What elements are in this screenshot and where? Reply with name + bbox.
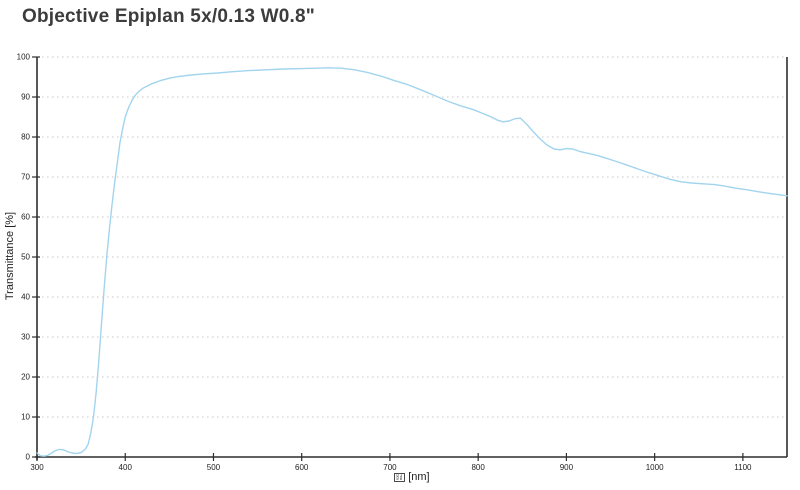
lambda-missing-glyph-icon: 03 BB xyxy=(394,472,406,482)
y-tick-label: 30 xyxy=(21,333,30,342)
x-tick-label: 1000 xyxy=(646,463,664,472)
y-tick-label: 20 xyxy=(21,373,30,382)
tofu-hex-top: 03 xyxy=(396,472,404,478)
y-tick-label: 40 xyxy=(21,293,30,302)
y-tick-label: 70 xyxy=(21,173,30,182)
transmittance-curve xyxy=(36,67,788,457)
y-tick-label: 10 xyxy=(21,413,30,422)
y-tick-label: 0 xyxy=(26,453,31,462)
x-tick-label: 900 xyxy=(560,463,574,472)
x-tick-label: 500 xyxy=(207,463,221,472)
x-tick-label: 1100 xyxy=(734,463,752,472)
y-tick-label: 50 xyxy=(21,253,30,262)
x-tick-label: 700 xyxy=(383,463,397,472)
y-tick-label: 60 xyxy=(21,213,30,222)
y-tick-label: 80 xyxy=(21,133,30,142)
y-axis-label: Transmittance [%] xyxy=(4,211,16,301)
y-tick-label: 100 xyxy=(17,53,31,62)
x-axis-label: 03 BB [nm] xyxy=(362,471,462,483)
x-tick-label: 400 xyxy=(119,463,133,472)
x-tick-label: 600 xyxy=(295,463,309,472)
x-tick-label: 300 xyxy=(30,463,44,472)
x-tick-label: 800 xyxy=(471,463,485,472)
page-title: Objective Epiplan 5x/0.13 W0.8" xyxy=(22,6,315,27)
tofu-hex-bottom: BB xyxy=(396,476,404,481)
x-axis-unit: [nm] xyxy=(408,471,430,483)
y-tick-label: 90 xyxy=(21,93,30,102)
